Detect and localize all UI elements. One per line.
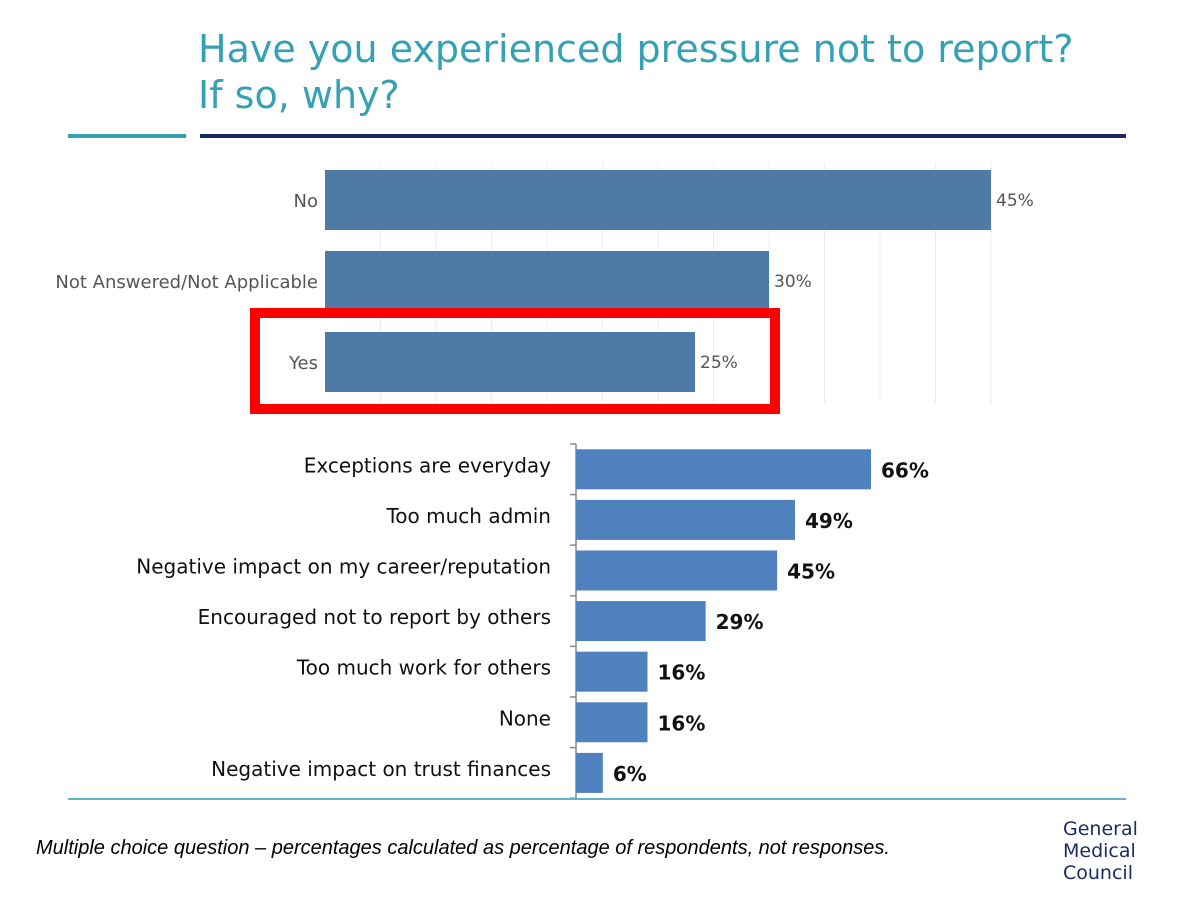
category-label: Negative impact on my career/reputation bbox=[136, 555, 551, 579]
footer-divider bbox=[68, 798, 1126, 800]
bar-too-much-work-for-others bbox=[576, 651, 648, 692]
bar-negative-impact-on-trust-finances bbox=[576, 752, 603, 793]
value-label: 16% bbox=[658, 711, 706, 735]
value-label: 45% bbox=[787, 560, 835, 584]
category-label: None bbox=[499, 706, 551, 730]
category-label: Encouraged not to report by others bbox=[198, 605, 551, 629]
bar-too-much-admin bbox=[576, 499, 796, 540]
category-label: Too much admin bbox=[385, 504, 551, 528]
logo-line-3: Council bbox=[1063, 862, 1133, 884]
gmc-logo: General Medical Council bbox=[1063, 818, 1138, 884]
value-label: 6% bbox=[613, 762, 647, 786]
pressure-chart: No 45% Not Answered/Not Applicable 30% Yes 25… bbox=[55, 162, 1034, 414]
bar-no bbox=[325, 170, 991, 230]
footnote: Multiple choice question – percentages c… bbox=[36, 837, 890, 859]
title-divider-rule bbox=[200, 134, 1126, 138]
category-label: Yes bbox=[288, 353, 318, 374]
logo-line-1: General bbox=[1063, 818, 1138, 840]
logo-line-2: Medical bbox=[1063, 840, 1136, 862]
title-accent-rule bbox=[68, 134, 186, 138]
value-label: 25% bbox=[700, 353, 738, 373]
category-label: Not Answered/Not Applicable bbox=[55, 272, 318, 293]
category-label: Negative impact on trust finances bbox=[211, 757, 551, 781]
value-label: 66% bbox=[881, 458, 929, 482]
reasons-chart: Exceptions are everyday 66% Too much admin… bbox=[136, 443, 929, 799]
category-label: Exceptions are everyday bbox=[304, 453, 551, 477]
value-label: 16% bbox=[658, 661, 706, 685]
value-label: 29% bbox=[716, 610, 764, 634]
value-label: 49% bbox=[805, 509, 853, 533]
bar-yes bbox=[325, 332, 695, 392]
value-label: 30% bbox=[774, 272, 812, 292]
bar-exceptions-are-everyday bbox=[576, 449, 871, 490]
category-label: No bbox=[294, 191, 318, 212]
title-line-1: Have you experienced pressure not to rep… bbox=[198, 27, 1074, 71]
bar-none bbox=[576, 702, 648, 743]
bar-negative-impact-on-my-career-reputation bbox=[576, 550, 778, 591]
category-label: Too much work for others bbox=[296, 656, 551, 680]
highlight-box bbox=[250, 308, 780, 414]
bar-encouraged-not-to-report-by-others bbox=[576, 601, 706, 642]
title-line-2: If so, why? bbox=[198, 73, 400, 117]
slide-title: Have you experienced pressure not to rep… bbox=[198, 26, 1074, 118]
value-label: 45% bbox=[996, 191, 1034, 211]
bar-not-answered-not-applicable bbox=[325, 251, 769, 311]
